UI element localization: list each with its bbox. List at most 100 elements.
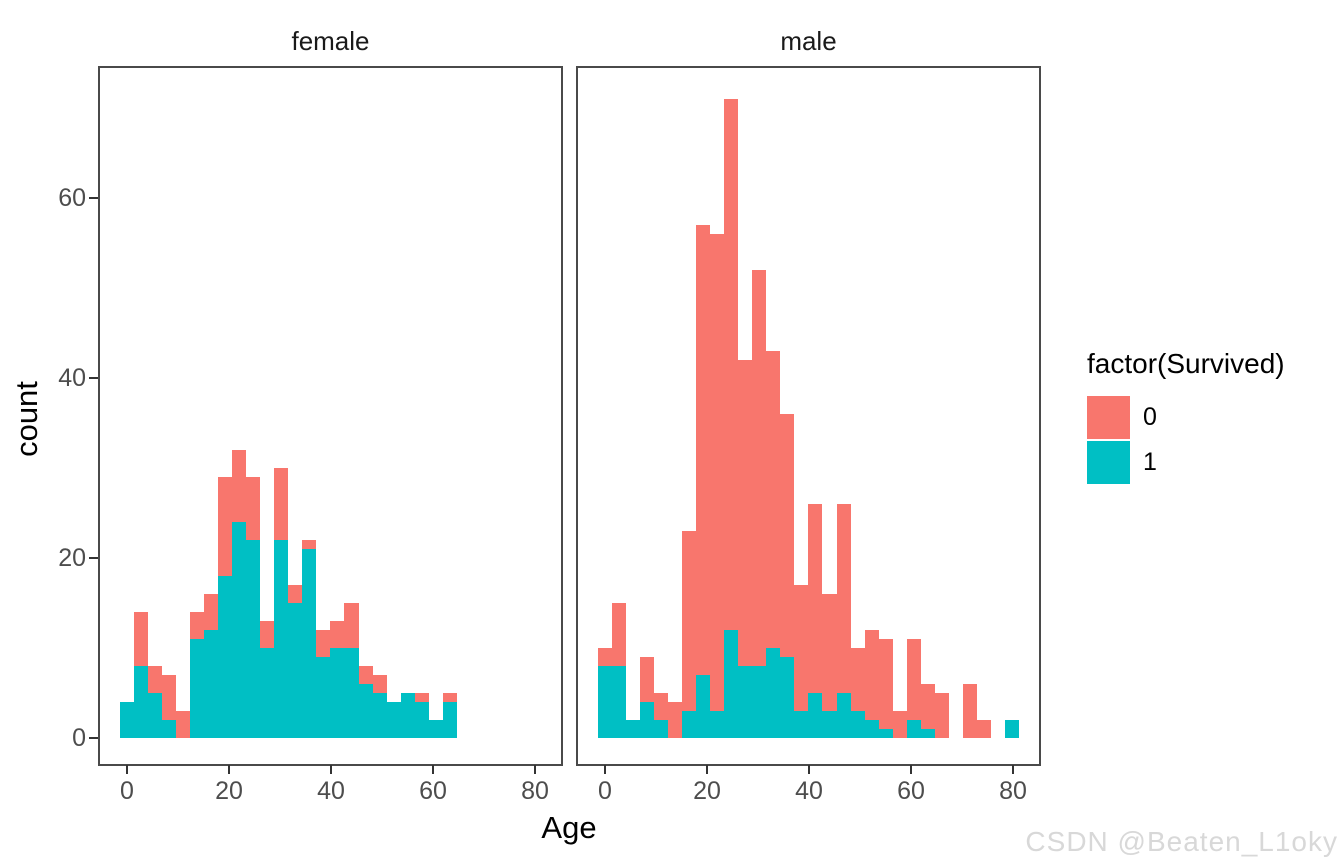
bar-segment-survived-1 bbox=[302, 549, 316, 738]
histogram-bar-male-bin17 bbox=[837, 504, 851, 738]
x-axis-tick-label: 40 bbox=[317, 777, 345, 805]
legend-entry-survived-1: 1 bbox=[1087, 441, 1285, 484]
histogram-bar-male-bin3 bbox=[640, 657, 654, 738]
x-axis-tick-label: 20 bbox=[215, 777, 243, 805]
histogram-bar-female-bin22 bbox=[429, 720, 443, 738]
bar-segment-survived-1 bbox=[288, 603, 302, 738]
bar-segment-survived-1 bbox=[921, 729, 935, 738]
histogram-bar-female-bin14 bbox=[316, 630, 330, 738]
bar-segment-survived-0 bbox=[794, 585, 808, 711]
histogram-bar-female-bin21 bbox=[415, 693, 429, 738]
histogram-bar-female-bin13 bbox=[302, 540, 316, 738]
bar-segment-survived-0 bbox=[893, 711, 907, 738]
y-axis-tick bbox=[89, 197, 98, 199]
bar-segment-survived-0 bbox=[176, 711, 190, 738]
histogram-bar-male-bin18 bbox=[851, 648, 865, 738]
bar-segment-survived-0 bbox=[316, 630, 330, 657]
histogram-bar-female-bin0 bbox=[120, 702, 134, 738]
bar-segment-survived-0 bbox=[330, 621, 344, 648]
x-axis-tick bbox=[534, 765, 536, 774]
bar-segment-survived-1 bbox=[387, 702, 401, 738]
histogram-bar-male-bin7 bbox=[696, 225, 710, 738]
bar-segment-survived-0 bbox=[288, 585, 302, 603]
histogram-bar-male-bin16 bbox=[822, 594, 837, 738]
bar-segment-survived-0 bbox=[134, 612, 148, 666]
x-axis-tick-label: 20 bbox=[693, 777, 721, 805]
bar-segment-survived-0 bbox=[640, 657, 654, 702]
bar-segment-survived-0 bbox=[822, 594, 837, 711]
bar-segment-survived-0 bbox=[710, 234, 724, 711]
histogram-bar-male-bin23 bbox=[921, 684, 935, 738]
histogram-bar-male-bin6 bbox=[682, 531, 696, 738]
bar-segment-survived-0 bbox=[204, 594, 218, 630]
x-axis-tick bbox=[432, 765, 434, 774]
legend-label-survived-0: 0 bbox=[1143, 403, 1157, 431]
bar-segment-survived-1 bbox=[330, 648, 344, 738]
bar-segment-survived-1 bbox=[246, 540, 260, 738]
legend-label-survived-1: 1 bbox=[1143, 448, 1157, 476]
histogram-bar-female-bin1 bbox=[134, 612, 148, 738]
bar-segment-survived-1 bbox=[865, 720, 879, 738]
bar-segment-survived-1 bbox=[780, 657, 794, 738]
x-axis-tick-label: 80 bbox=[521, 777, 549, 805]
bar-segment-survived-1 bbox=[359, 684, 373, 738]
bar-segment-survived-0 bbox=[837, 504, 851, 693]
y-axis-tick bbox=[89, 557, 98, 559]
bar-segment-survived-0 bbox=[724, 99, 738, 630]
histogram-bar-male-bin0 bbox=[598, 648, 612, 738]
histogram-bar-male-bin19 bbox=[865, 630, 879, 738]
bar-segment-survived-0 bbox=[344, 603, 359, 648]
legend-swatch-survived-0-icon bbox=[1087, 396, 1130, 439]
histogram-bar-male-bin22 bbox=[907, 639, 921, 738]
bar-segment-survived-1 bbox=[162, 720, 176, 738]
bar-segment-survived-1 bbox=[415, 702, 429, 738]
bar-segment-survived-0 bbox=[696, 225, 710, 675]
bar-segment-survived-1 bbox=[218, 576, 232, 738]
bar-segment-survived-1 bbox=[190, 639, 204, 738]
watermark: CSDN @Beaten_L1oky bbox=[1025, 826, 1338, 857]
y-axis-tick-label: 40 bbox=[58, 364, 86, 392]
facet-label-male: male bbox=[780, 26, 837, 56]
bar-segment-survived-1 bbox=[710, 711, 724, 738]
bar-segment-survived-1 bbox=[640, 702, 654, 738]
histogram-bar-male-bin1 bbox=[612, 603, 626, 738]
x-axis-tick-label: 60 bbox=[897, 777, 925, 805]
bar-segment-survived-1 bbox=[626, 720, 640, 738]
x-axis-tick-label: 40 bbox=[795, 777, 823, 805]
bar-segment-survived-1 bbox=[907, 720, 921, 738]
histogram-bar-male-bin11 bbox=[752, 270, 766, 738]
x-axis-tick bbox=[330, 765, 332, 774]
bar-segment-survived-0 bbox=[865, 630, 879, 720]
histogram-bar-female-bin15 bbox=[330, 621, 344, 738]
bar-segment-survived-1 bbox=[851, 711, 865, 738]
bar-segment-survived-0 bbox=[598, 648, 612, 666]
histogram-bar-female-bin3 bbox=[162, 675, 176, 738]
bar-segment-survived-0 bbox=[921, 684, 935, 729]
histogram-bar-male-bin4 bbox=[654, 693, 668, 738]
bar-segment-survived-0 bbox=[780, 414, 794, 657]
legend-entry-survived-0: 0 bbox=[1087, 396, 1285, 439]
bar-segment-survived-0 bbox=[190, 612, 204, 639]
histogram-bar-female-bin12 bbox=[288, 585, 302, 738]
bar-segment-survived-0 bbox=[359, 666, 373, 684]
legend-title: factor(Survived) bbox=[1087, 348, 1285, 379]
bar-segment-survived-0 bbox=[443, 693, 457, 702]
histogram-bar-female-bin11 bbox=[274, 468, 288, 738]
histogram-bar-female-bin20 bbox=[401, 693, 415, 738]
bar-segment-survived-1 bbox=[260, 648, 274, 738]
bar-segment-survived-0 bbox=[218, 477, 232, 576]
bar-segment-survived-1 bbox=[879, 729, 893, 738]
bar-segment-survived-0 bbox=[246, 477, 260, 540]
histogram-bar-male-bin12 bbox=[766, 351, 780, 738]
histogram-bar-female-bin2 bbox=[148, 666, 162, 738]
histogram-bar-male-bin10 bbox=[738, 360, 752, 738]
bar-segment-survived-1 bbox=[344, 648, 359, 738]
bar-segment-survived-0 bbox=[963, 684, 977, 738]
bar-segment-survived-1 bbox=[724, 630, 738, 738]
bar-segment-survived-0 bbox=[907, 639, 921, 720]
histogram-bar-male-bin26 bbox=[963, 684, 977, 738]
bar-segment-survived-1 bbox=[274, 540, 288, 738]
bar-segment-survived-1 bbox=[808, 693, 822, 738]
histogram-bar-female-bin10 bbox=[260, 621, 274, 738]
bar-segment-survived-1 bbox=[316, 657, 330, 738]
